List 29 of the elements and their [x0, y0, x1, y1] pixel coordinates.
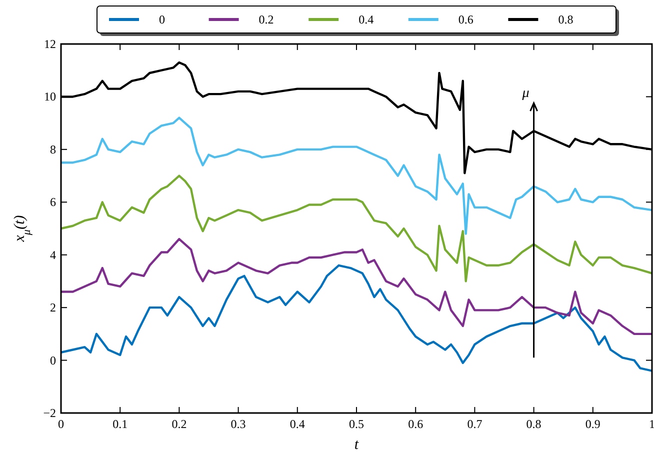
legend-label: 0 [159, 12, 165, 26]
line-series [61, 174, 652, 282]
legend-label: 0.4 [358, 12, 374, 26]
legend-label: 0.2 [258, 12, 274, 26]
x-tick-label: 0.4 [290, 417, 305, 431]
x-tick-label: 0.9 [585, 417, 600, 431]
x-axis-title: t [354, 437, 360, 453]
y-tick-label: 2 [50, 300, 56, 315]
x-tick-label: 0.8 [526, 417, 542, 431]
x-tick-label: 1 [649, 417, 654, 431]
line-series [61, 238, 652, 336]
y-tick-label: 0 [50, 353, 56, 368]
x-tick-label: 0.5 [349, 417, 364, 431]
line-series [61, 116, 652, 235]
x-tick-label: 0.3 [230, 417, 246, 431]
y-tick-label: 10 [44, 90, 56, 104]
y-tick-label: 4 [50, 248, 56, 262]
legend-label: 0.8 [558, 12, 574, 26]
legend-label: 0.6 [458, 12, 474, 26]
x-tick-label: 0.7 [467, 417, 482, 431]
y-tick-label: 6 [50, 195, 56, 210]
y-tick-label: 12 [44, 37, 56, 51]
x-tick-label: 0.2 [172, 417, 187, 431]
y-tick-label: −2 [43, 406, 56, 420]
annotation: μ [521, 86, 530, 102]
line-series [61, 264, 652, 372]
x-tick-label: 0.6 [408, 417, 424, 431]
x-tick-label: 0.1 [112, 417, 128, 431]
y-tick-label: 8 [50, 142, 56, 156]
